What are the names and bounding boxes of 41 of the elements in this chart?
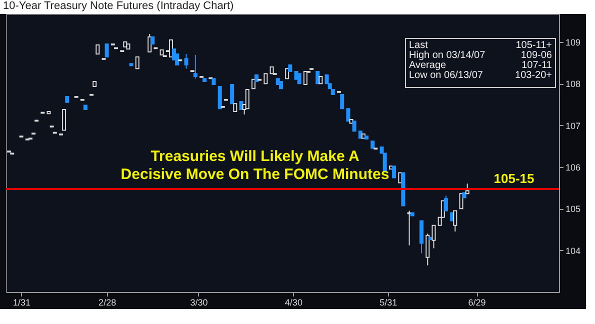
y-tick-label: 107 bbox=[566, 120, 581, 131]
candlestick bbox=[184, 54, 188, 70]
candlestick bbox=[432, 224, 436, 249]
x-tick-label: 6/29 bbox=[468, 298, 486, 308]
candlestick bbox=[340, 94, 344, 110]
candlestick bbox=[251, 78, 256, 90]
x-tick-label: 3/30 bbox=[190, 298, 208, 308]
candlestick bbox=[316, 71, 320, 84]
y-tick-label: 109 bbox=[566, 37, 581, 48]
candlestick bbox=[465, 183, 470, 194]
candlestick bbox=[453, 210, 458, 232]
candlestick bbox=[459, 193, 464, 210]
ref-line-label: 105-15 bbox=[494, 171, 534, 186]
y-tick-label: 108 bbox=[566, 79, 581, 90]
y-tick-label: 104 bbox=[566, 246, 581, 256]
y-tick-label: 105 bbox=[566, 204, 581, 214]
candlestick bbox=[297, 73, 302, 84]
x-tick-label: 5/31 bbox=[380, 298, 398, 308]
x-tick-label: 2/28 bbox=[98, 298, 116, 308]
annotation: Treasuries Will Likely Make A Decisive Move On The FOMC Minutes bbox=[120, 148, 390, 184]
candlestick bbox=[352, 120, 356, 132]
candlestick bbox=[264, 73, 268, 84]
info-box: Last 105-11+ High on 03/14/07 109-06 Average 107-11 Low on 06/13/07 103-20+ bbox=[405, 38, 556, 88]
candlestick bbox=[420, 220, 424, 254]
chart-title: 10-Year Treasury Note Futures (Intraday Chart) bbox=[2, 0, 235, 14]
candlestick bbox=[135, 56, 140, 70]
candlestick bbox=[245, 88, 250, 110]
candlestick bbox=[230, 84, 234, 104]
candlestick bbox=[398, 172, 402, 184]
candlestick bbox=[426, 233, 430, 266]
candlestick bbox=[168, 39, 173, 58]
y-tick-label: 106 bbox=[566, 162, 581, 172]
candlestick bbox=[218, 86, 222, 110]
x-tick-label: 1/31 bbox=[13, 298, 31, 308]
candlestick bbox=[285, 68, 290, 80]
candlestick bbox=[392, 166, 396, 178]
candlestick bbox=[303, 71, 308, 85]
candlestick bbox=[444, 195, 448, 212]
candlestick bbox=[193, 54, 198, 80]
x-tick-label: 4/30 bbox=[284, 298, 302, 308]
candlestick bbox=[346, 108, 350, 122]
